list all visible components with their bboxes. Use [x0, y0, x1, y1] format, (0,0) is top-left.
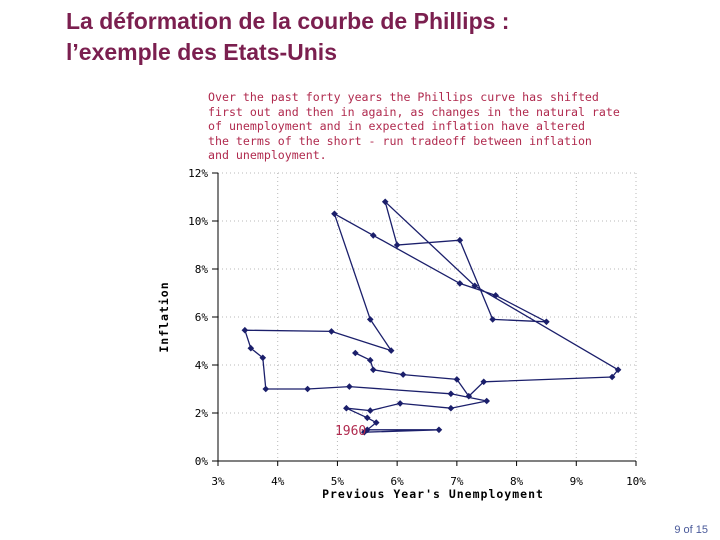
slide-title-line-2: l’exemple des Etats-Unis: [66, 39, 337, 65]
x-tick-label-7: 10%: [626, 475, 646, 488]
y-tick-label-5: 10%: [188, 215, 208, 228]
data-point-4: [363, 414, 371, 422]
data-point-20: [331, 210, 338, 218]
data-point-14: [259, 354, 267, 362]
page-number: 9 of 15: [674, 524, 708, 536]
y-tick-label-4: 8%: [195, 263, 209, 276]
caption-line-2: first out and then in again, as changes …: [208, 104, 620, 119]
data-point-7: [396, 400, 404, 407]
x-tick-label-5: 8%: [510, 475, 524, 488]
data-point-28: [381, 198, 389, 206]
data-point-5: [343, 404, 350, 412]
data-point-15: [247, 344, 255, 352]
axes: 3% 4% 5% 6% 7% 8% 9% 10% 0% 2% 4% 6% 8% 10% 12%: [188, 167, 646, 488]
y-tick-label-6: 12%: [188, 167, 208, 180]
data-point-9: [483, 397, 491, 405]
data-point-18: [387, 347, 395, 354]
data-point-27: [393, 241, 401, 249]
caption-line-5: and unemployment.: [208, 148, 327, 163]
data-point-2: [363, 426, 371, 434]
data-point-33: [465, 392, 473, 400]
data-point-31: [608, 373, 616, 381]
y-tick-label-0: 0%: [195, 455, 209, 468]
caption-line-1: Over the past forty years the Phillips c…: [208, 90, 599, 104]
data-point-3: [372, 419, 380, 426]
grid: [217, 172, 637, 462]
caption-line-3: of unemployment and in expected inflatio…: [208, 119, 585, 134]
series-us: [241, 198, 622, 436]
slide-title-line-1: La déformation de la courbe de Phillips …: [66, 8, 510, 34]
data-point-29: [471, 282, 479, 290]
data-point-38: [352, 349, 359, 357]
data-point-6: [366, 407, 374, 414]
slide-title: La déformation de la courbe de Phillips …: [66, 6, 509, 68]
data-point-19: [366, 316, 374, 323]
data-point-22: [456, 280, 464, 287]
data-point-11: [346, 383, 353, 390]
data-point-36: [369, 366, 377, 374]
y-axis-label: Inflation: [157, 281, 171, 352]
x-tick-label-0: 3%: [211, 475, 225, 488]
caption-line-4: the terms of the short - run tradeoff be…: [208, 133, 592, 148]
data-point-32: [480, 378, 488, 386]
data-point-16: [241, 326, 249, 334]
chart-caption: Over the past forty years the Phillips c…: [208, 90, 628, 163]
x-axis-label: Previous Year's Unemployment: [322, 487, 544, 501]
x-tick-label-1: 4%: [271, 475, 285, 488]
data-point-21: [369, 232, 377, 239]
annotation-0: 1960: [335, 424, 366, 439]
data-point-12: [304, 385, 311, 393]
data-point-30: [614, 366, 622, 374]
y-tick-label-3: 6%: [195, 311, 209, 324]
x-tick-label-3: 6%: [391, 475, 405, 488]
data-point-24: [543, 318, 550, 326]
data-point-37: [366, 356, 374, 364]
data-point-10: [447, 390, 455, 398]
y-tick-label-2: 4%: [195, 359, 209, 372]
data-point-13: [262, 385, 270, 393]
annotations: 1960: [335, 424, 366, 439]
data-point-26: [456, 236, 464, 244]
y-tick-label-1: 2%: [195, 407, 209, 420]
x-tick-label-2: 5%: [331, 475, 345, 488]
data-point-8: [447, 404, 455, 412]
data-point-0: [361, 428, 368, 436]
data-point-17: [328, 328, 335, 335]
x-tick-label-4: 7%: [450, 475, 464, 488]
x-tick-label-6: 9%: [570, 475, 584, 488]
data-point-25: [489, 316, 496, 323]
data-point-34: [453, 376, 461, 383]
data-point-23: [492, 292, 499, 299]
data-point-35: [399, 371, 407, 378]
data-point-1: [435, 426, 443, 434]
